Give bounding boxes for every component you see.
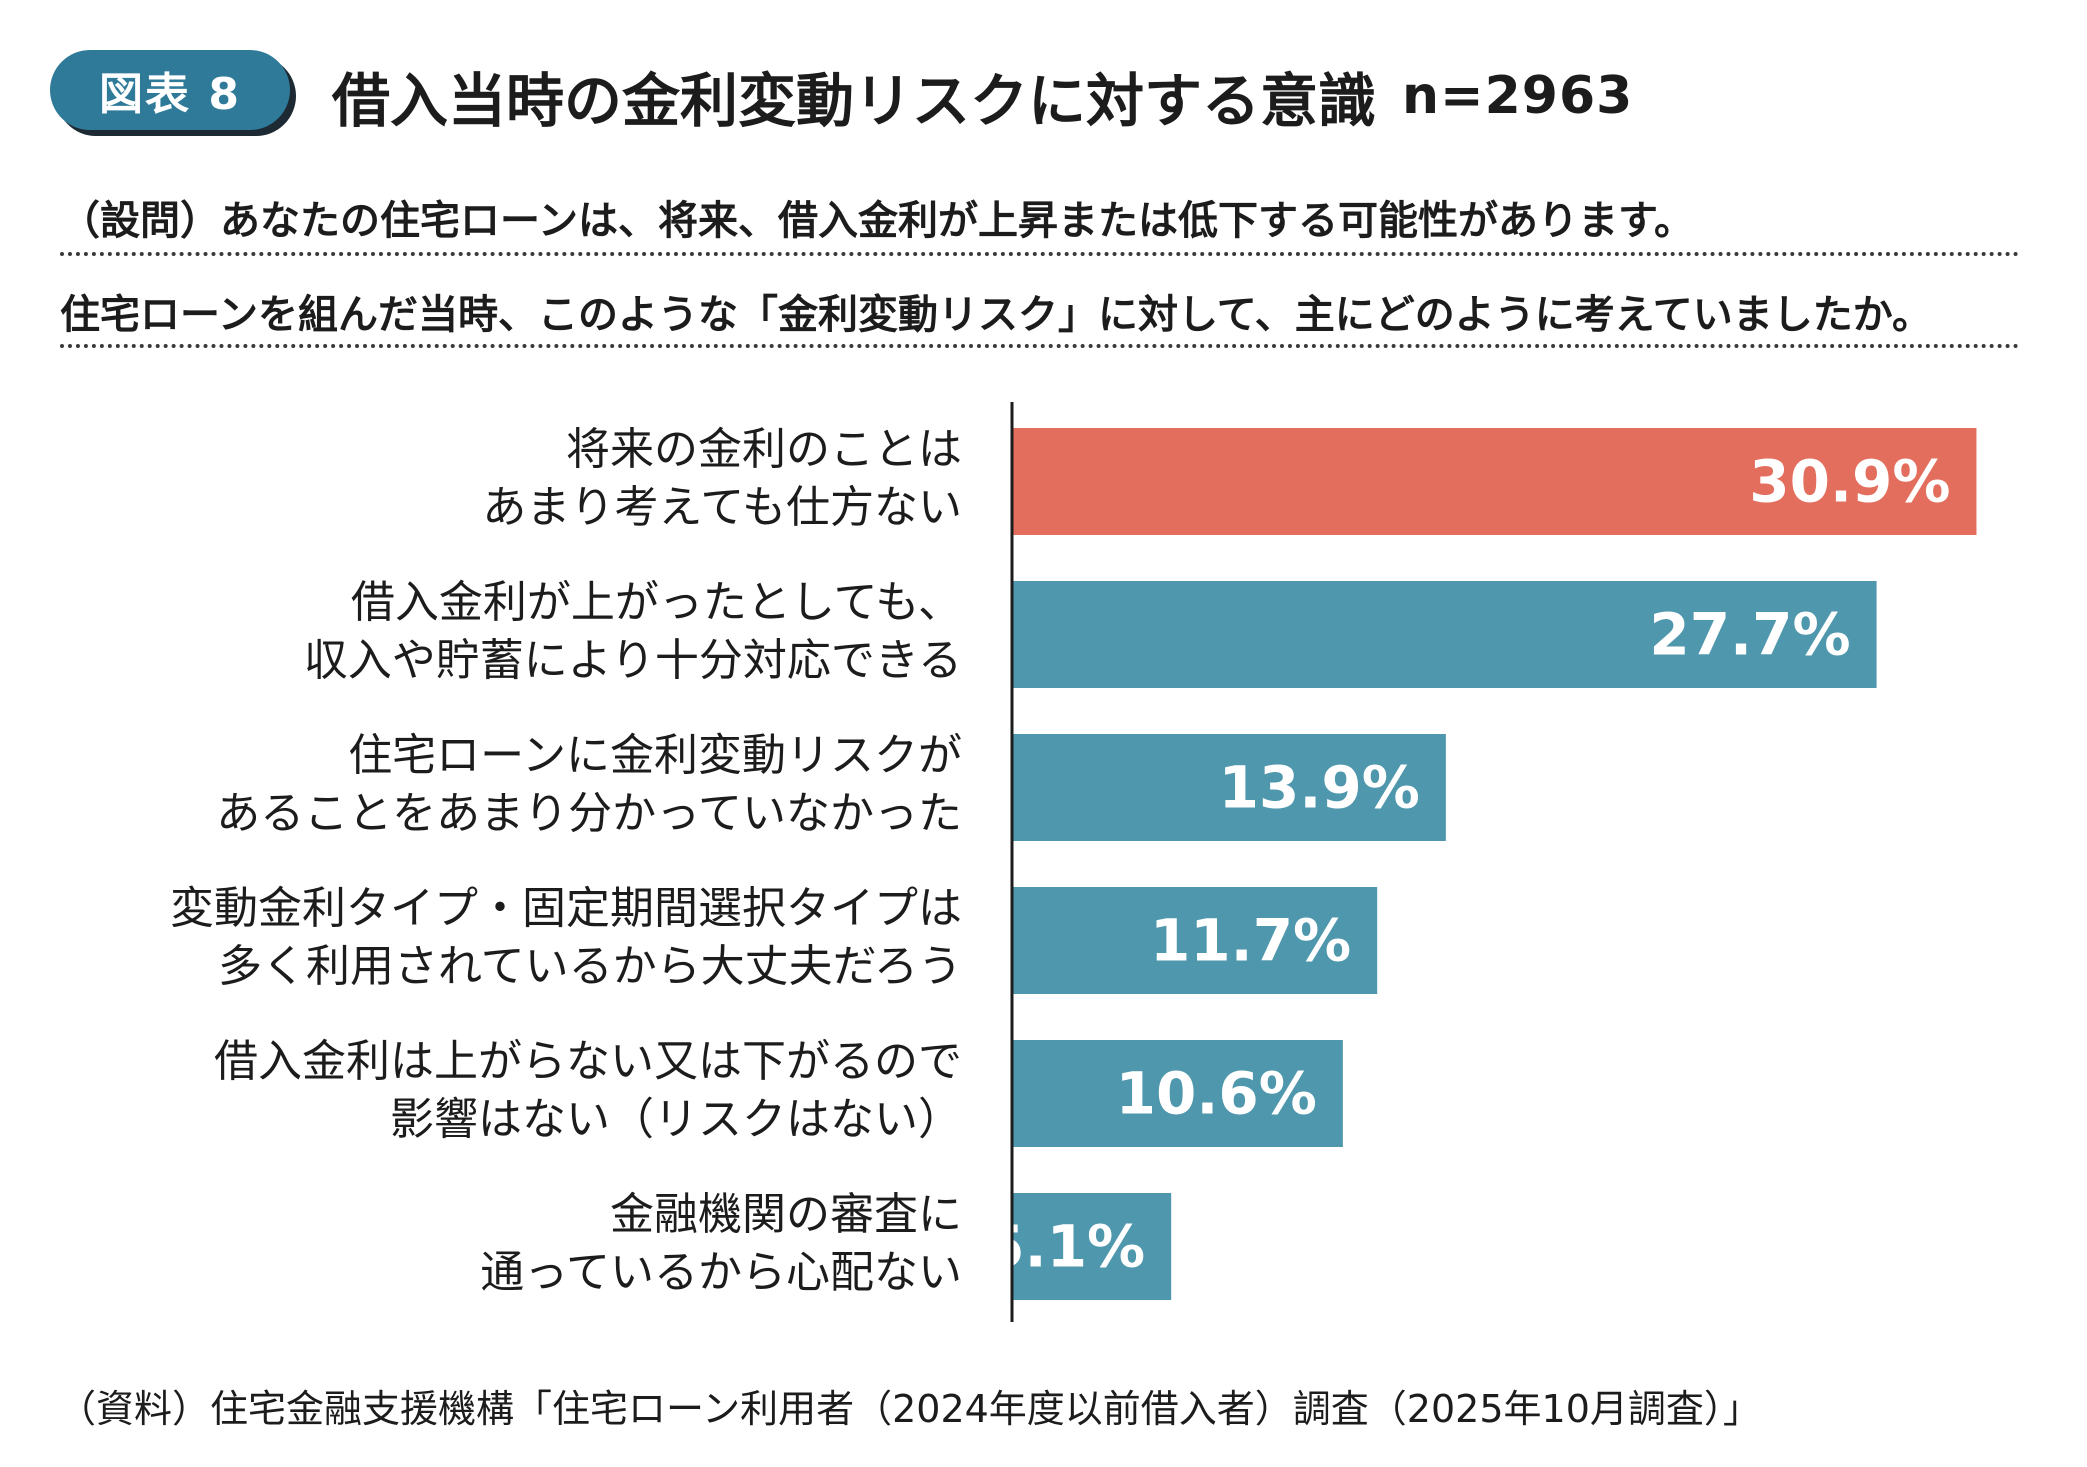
bar-4: [1012, 887, 1378, 994]
category-label-1-line-1: 将来の金利のことは: [566, 424, 962, 475]
category-label-6-line-1: 金融機関の審査に: [610, 1189, 962, 1240]
category-label-4-line-2: 多く利用されているから大丈夫だろう: [218, 941, 962, 992]
bar-2: [1012, 581, 1877, 688]
category-label-4-line-1: 変動金利タイプ・固定期間選択タイプは: [170, 883, 962, 934]
bar-1: [1012, 428, 1977, 535]
bar-5: [1012, 1040, 1343, 1147]
value-label-4: 11.7%: [1150, 907, 1351, 975]
value-label-1: 30.9%: [1749, 448, 1950, 516]
category-label-2-line-2: 収入や貯蓄により十分対応できる: [304, 635, 962, 686]
source-note: （資料）住宅金融支援機構「住宅ローン利用者（2024年度以前借入者）調査（202…: [58, 1387, 1761, 1431]
chart-title: 借入当時の金利変動リスクに対する意識 n=2963: [332, 56, 1633, 136]
sample-size: n=2963: [1402, 66, 1634, 126]
bar-6: [1012, 1193, 1172, 1300]
category-label-1-line-2: あまり考えても仕方ない: [482, 482, 962, 533]
category-label-2-line-1: 借入金利が上がったとしても、: [351, 577, 962, 628]
figure-badge: 図表 8: [50, 50, 290, 130]
value-label-5: 10.6%: [1116, 1060, 1317, 1128]
category-label-3-line-1: 住宅ローンに金利変動リスクが: [348, 730, 962, 781]
category-label-6-line-2: 通っているから心配ない: [480, 1247, 962, 1298]
title-text: 借入当時の金利変動リスクに対する意識: [332, 67, 1377, 135]
category-label-3-line-2: あることをあまり分かっていなかった: [216, 788, 962, 839]
value-label-2: 27.7%: [1649, 601, 1850, 669]
category-label-5-line-2: 影響はない（リスクはない）: [390, 1094, 962, 1145]
bar-3: [1012, 734, 1446, 841]
dotted-divider-1: [60, 252, 2020, 256]
question-line-1: （設問）あなたの住宅ローンは、将来、借入金利が上昇または低下する可能性があります…: [60, 198, 1694, 244]
value-label-3: 13.9%: [1219, 754, 1420, 822]
category-label-5-line-1: 借入金利は上がらない又は下がるので: [214, 1036, 962, 1087]
value-label-6: 5.1%: [984, 1213, 1145, 1281]
dotted-divider-2: [60, 344, 2020, 348]
question-line-2: 住宅ローンを組んだ当時、このような「金利変動リスク」に対して、主にどのように考え…: [60, 292, 1932, 338]
